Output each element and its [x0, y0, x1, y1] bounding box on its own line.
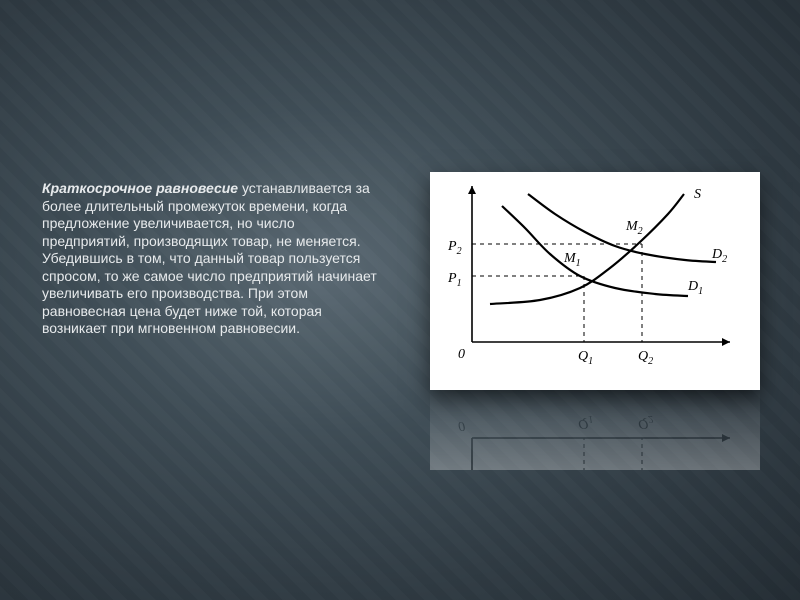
chart-reflection: 0SD1D2P1P2Q1Q2M1M2 [430, 390, 760, 470]
svg-text:S: S [694, 187, 701, 202]
svg-text:P1: P1 [447, 271, 462, 289]
svg-text:Q2: Q2 [638, 413, 653, 431]
paragraph-body: устанавливается за более длительный пром… [42, 180, 377, 336]
svg-text:D1: D1 [687, 279, 703, 297]
svg-text:P2: P2 [447, 239, 462, 257]
svg-text:0: 0 [458, 347, 465, 362]
chart-svg: 0SD1D2P1P2Q1Q2M1M2 [430, 172, 760, 390]
slide-background: Краткосрочное равновесие устанавливается… [0, 0, 800, 600]
svg-text:Q2: Q2 [638, 349, 653, 367]
supply-demand-chart: 0SD1D2P1P2Q1Q2M1M2 [430, 172, 760, 390]
paragraph-block: Краткосрочное равновесие устанавливается… [42, 180, 382, 338]
svg-text:M2: M2 [625, 219, 643, 237]
svg-text:0: 0 [458, 418, 465, 433]
svg-text:Q1: Q1 [578, 349, 593, 367]
svg-text:Q1: Q1 [578, 413, 593, 431]
paragraph-title: Краткосрочное равновесие [42, 180, 238, 196]
